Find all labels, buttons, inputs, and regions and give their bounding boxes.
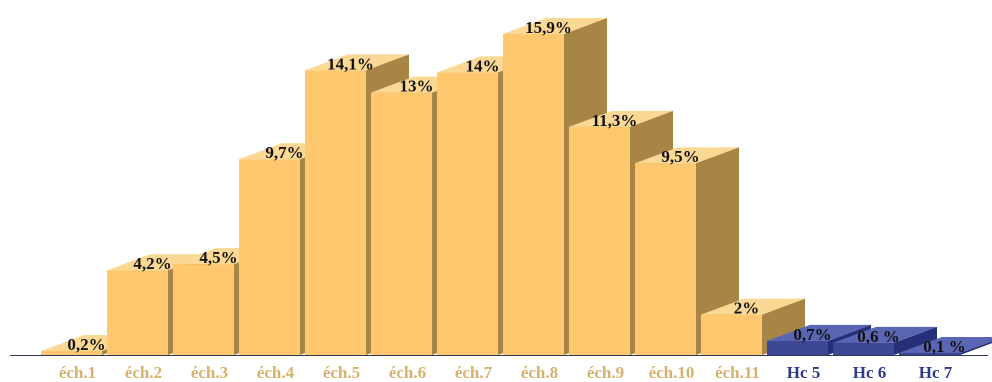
bar-front [569, 126, 630, 355]
bar-front [41, 350, 102, 355]
bar-top [635, 147, 739, 164]
category-label: Hc 6 [853, 363, 887, 382]
bar-side [894, 326, 937, 355]
bar-front [635, 163, 696, 355]
value-label: 0,1 % [923, 337, 966, 356]
category-label: éch.7 [455, 363, 493, 382]
value-label: 13% [400, 77, 434, 96]
bar-side [960, 341, 992, 355]
category-label: éch.1 [59, 363, 96, 382]
bar-front [899, 352, 960, 355]
bar-front [437, 72, 498, 355]
bar-top [569, 110, 673, 127]
value-label: 15,9% [525, 18, 572, 37]
value-label: 4,5% [199, 248, 237, 267]
value-labels-group: 0,2% 4,2% 4,5% 9,7% 14,1% 13% 14% 15,9% 11,3% 9,5… [67, 18, 965, 356]
bar-top [899, 336, 992, 353]
value-label: 0,7% [793, 325, 831, 344]
value-label: 0,6 % [857, 327, 900, 346]
bar-10 [635, 147, 739, 355]
bar-front [833, 342, 894, 355]
bar-top [503, 18, 607, 35]
category-label: éch.8 [521, 363, 558, 382]
bars-group [41, 18, 992, 356]
category-label: Hc 5 [787, 363, 821, 382]
bar-top [767, 324, 871, 341]
bar-front [173, 264, 234, 355]
value-label: 9,7% [265, 143, 303, 162]
value-label: 11,3% [592, 111, 638, 130]
bar-13 [833, 326, 937, 355]
category-label: éch.4 [257, 363, 295, 382]
category-label: éch.6 [389, 363, 426, 382]
category-label: éch.5 [323, 363, 360, 382]
bar-front [305, 70, 366, 355]
bar-top [701, 298, 805, 315]
category-label: éch.11 [715, 363, 760, 382]
value-label: 2% [734, 299, 760, 318]
category-label: éch.10 [649, 363, 695, 382]
value-label: 14,1% [327, 54, 374, 73]
bar-front [371, 92, 432, 355]
bar-top [305, 54, 409, 71]
bar-front [767, 340, 828, 355]
value-label: 0,2% [67, 335, 105, 354]
category-label: éch.3 [191, 363, 228, 382]
bar-side [696, 147, 739, 355]
category-label: éch.9 [587, 363, 624, 382]
bar-front [239, 159, 300, 355]
category-label: Hc 7 [919, 363, 953, 382]
category-labels-group: éch.1 éch.2 éch.3 éch.4 éch.5 éch.6 éch.7 éch.8… [59, 363, 953, 382]
bar-14 [899, 336, 992, 355]
bar-top [833, 326, 937, 343]
bar-top [107, 254, 211, 271]
bar-front [107, 270, 168, 355]
bar-front [701, 314, 762, 355]
bar-front [503, 34, 564, 356]
category-label: éch.2 [125, 363, 162, 382]
value-label: 14% [466, 56, 500, 75]
value-label: 4,2% [133, 254, 171, 273]
value-label: 9,5% [661, 147, 699, 166]
